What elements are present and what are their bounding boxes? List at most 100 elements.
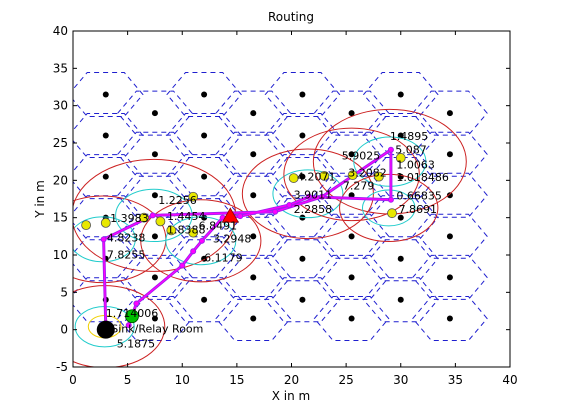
cell-center	[151, 274, 158, 281]
node-label: 4.2071	[297, 170, 336, 183]
hex-cell	[117, 172, 193, 218]
hex-cell	[412, 90, 488, 136]
cell-center	[201, 214, 208, 221]
cell-center	[348, 274, 355, 281]
hex-cell	[166, 154, 242, 200]
hex-cell	[215, 296, 292, 341]
cell-center	[250, 151, 257, 158]
cell-center	[299, 132, 306, 139]
node-label: 1.018486	[396, 171, 449, 184]
range-circle	[165, 216, 237, 266]
cell-center	[397, 214, 404, 221]
route-hop-point	[133, 300, 140, 307]
node-label: 1.2256	[158, 194, 197, 207]
y-tick-label: 10	[53, 248, 68, 262]
cell-center	[102, 132, 109, 139]
cell-center	[250, 315, 257, 322]
y-tick-label: 0	[60, 323, 68, 337]
hex-cell	[362, 277, 439, 323]
cell-center	[250, 110, 257, 117]
plot-area	[73, 31, 510, 367]
node-label: 1.714006	[106, 307, 158, 320]
hex-cell	[215, 172, 292, 218]
hex-cell	[117, 296, 193, 341]
hex-cell	[412, 213, 488, 259]
hex-cell	[412, 254, 488, 300]
cell-center	[397, 132, 404, 139]
sink-node	[96, 320, 115, 339]
cell-center	[348, 110, 355, 117]
hex-cell	[264, 72, 341, 117]
hex-cell	[73, 113, 144, 158]
node-label: 1.4454	[167, 210, 206, 223]
cell-center	[397, 255, 404, 262]
sensor-node	[387, 208, 397, 219]
sensor-node	[188, 227, 199, 238]
cell-center	[102, 91, 109, 98]
y-tick-label: 40	[53, 24, 68, 38]
route-hop-point	[125, 322, 132, 329]
source-node	[125, 309, 139, 324]
x-axis-label: X in m	[272, 389, 310, 403]
range-circle	[283, 127, 420, 222]
route-hop-point	[387, 146, 394, 153]
sensor-node	[188, 191, 199, 202]
route-hop-point	[198, 237, 205, 244]
hex-cell	[73, 277, 144, 323]
event-marker	[221, 207, 240, 223]
node-label: 5.9025	[342, 149, 381, 162]
node-markers	[81, 153, 406, 339]
route-hop-point	[190, 248, 197, 255]
range-circle	[272, 169, 344, 219]
x-tick-label: 25	[338, 373, 353, 387]
hex-cell	[362, 154, 439, 200]
cell-center	[250, 274, 257, 281]
hex-cell	[313, 172, 390, 218]
node-label: 6.1179	[204, 252, 243, 265]
y-tick-label: 25	[53, 136, 68, 150]
hex-cell	[166, 236, 242, 282]
x-tick-label: 40	[502, 373, 517, 387]
hex-cell	[166, 277, 242, 323]
y-tick-label: 30	[53, 99, 68, 113]
range-circle	[339, 173, 439, 243]
cell-center	[446, 274, 453, 281]
node-label: 6.8491	[199, 220, 238, 233]
hex-cell	[313, 296, 390, 341]
hex-cell	[73, 72, 144, 117]
sensor-node	[81, 220, 92, 231]
sensor-node	[395, 153, 406, 163]
node-label: 3.2948	[213, 232, 252, 245]
hex-cell	[362, 72, 439, 117]
hex-cell	[166, 195, 242, 241]
cell-center	[446, 151, 453, 158]
cell-center	[446, 233, 453, 240]
cell-center	[446, 110, 453, 117]
y-tick-label: 15	[53, 211, 68, 225]
y-tick-label: -5	[56, 360, 68, 374]
node-label: 7.8255	[107, 249, 145, 262]
node-label: 1.4895	[390, 130, 429, 143]
hex-cell	[313, 90, 390, 136]
node-label: 1.8388	[167, 223, 206, 236]
range-circle	[362, 189, 416, 227]
cell-center	[151, 110, 158, 117]
hex-cell	[166, 113, 242, 158]
cell-center	[102, 173, 109, 180]
cell-center	[250, 233, 257, 240]
x-tick-label: 5	[124, 373, 132, 387]
cell-center	[348, 315, 355, 322]
route-hop-point	[272, 208, 279, 215]
hex-cell	[264, 236, 341, 282]
hex-cell	[313, 254, 390, 300]
cell-center	[201, 296, 208, 303]
cell-center	[299, 255, 306, 262]
chart-title: Routing	[268, 10, 314, 24]
hex-cell	[215, 213, 292, 259]
x-tick-label: 30	[393, 373, 408, 387]
route-hop-point	[179, 262, 186, 269]
hex-cell	[412, 296, 488, 341]
node-label: 3.9011	[294, 188, 333, 201]
